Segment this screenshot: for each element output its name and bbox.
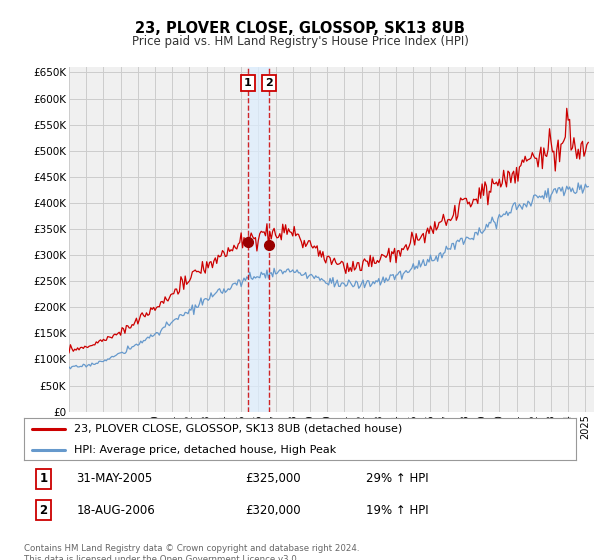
Text: 23, PLOVER CLOSE, GLOSSOP, SK13 8UB: 23, PLOVER CLOSE, GLOSSOP, SK13 8UB — [135, 21, 465, 36]
Text: Price paid vs. HM Land Registry's House Price Index (HPI): Price paid vs. HM Land Registry's House … — [131, 35, 469, 48]
Bar — [248, 67, 269, 412]
Text: 1: 1 — [244, 78, 252, 88]
Text: £320,000: £320,000 — [245, 504, 301, 517]
Text: 29% ↑ HPI: 29% ↑ HPI — [366, 472, 429, 486]
Text: 31-MAY-2005: 31-MAY-2005 — [76, 472, 152, 486]
Text: 23, PLOVER CLOSE, GLOSSOP, SK13 8UB (detached house): 23, PLOVER CLOSE, GLOSSOP, SK13 8UB (det… — [74, 424, 402, 434]
Text: 19% ↑ HPI: 19% ↑ HPI — [366, 504, 429, 517]
Text: 2: 2 — [265, 78, 272, 88]
Text: 1: 1 — [39, 472, 47, 486]
Text: Contains HM Land Registry data © Crown copyright and database right 2024.
This d: Contains HM Land Registry data © Crown c… — [24, 544, 359, 560]
Text: 18-AUG-2006: 18-AUG-2006 — [76, 504, 155, 517]
Text: £325,000: £325,000 — [245, 472, 301, 486]
Text: 2: 2 — [39, 504, 47, 517]
Text: HPI: Average price, detached house, High Peak: HPI: Average price, detached house, High… — [74, 445, 336, 455]
